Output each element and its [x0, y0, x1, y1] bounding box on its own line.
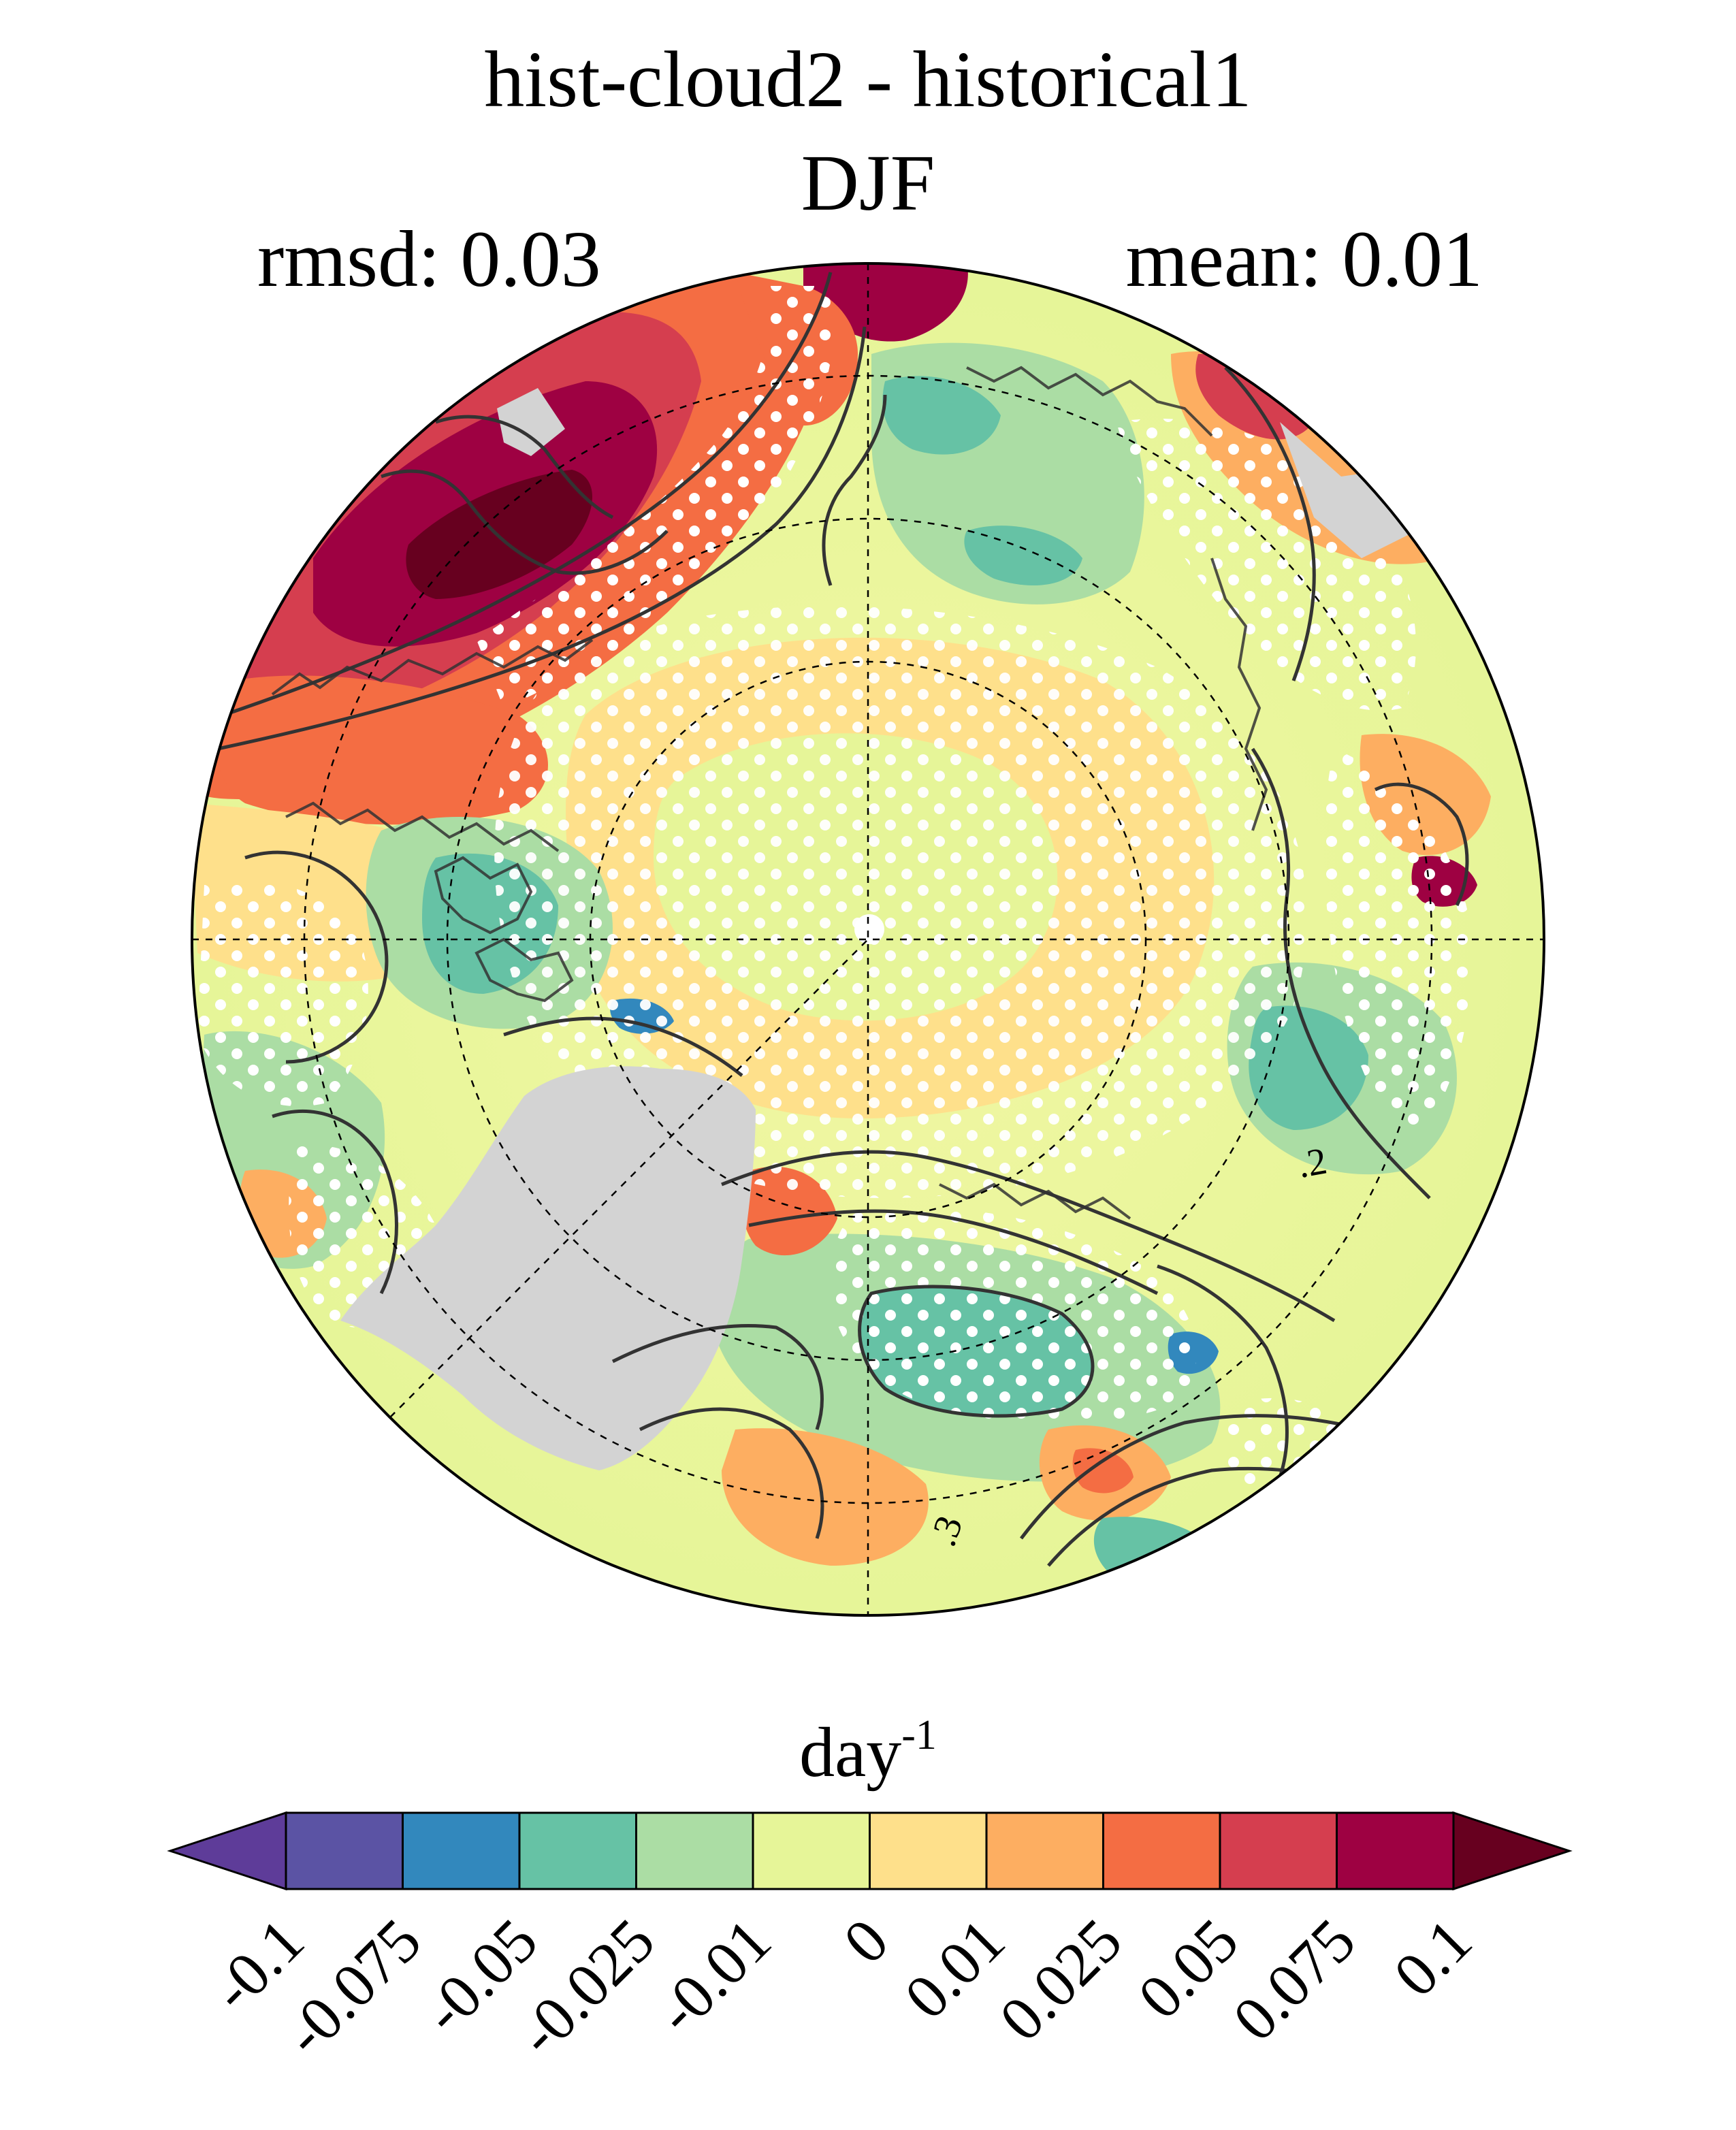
colorbar-box-6 [869, 1811, 988, 1890]
mask-nw [497, 388, 565, 456]
graticule-meridian-diagonal [389, 939, 869, 1418]
colorbar-box-8 [1102, 1811, 1221, 1890]
colorbar-tick-label: -0.075 [270, 1905, 434, 2069]
colorbar-box-2 [402, 1811, 521, 1890]
field-region-sse-teal [1093, 1517, 1225, 1592]
field-region-w-orange [214, 675, 548, 825]
field-region-e-teal [1249, 1005, 1368, 1130]
contour-line-6 [748, 1209, 1159, 1295]
coastline-siberia-east [1210, 558, 1268, 831]
mask-ne [1280, 422, 1416, 558]
greenland-mask [340, 1066, 756, 1470]
colorbar-extend-low [167, 1811, 287, 1891]
mean-label: mean: 0.01 [1125, 214, 1483, 304]
field-region-ne-red [1195, 354, 1314, 440]
colorbar-box-3 [518, 1811, 637, 1890]
coastline-canadian-arctic [434, 856, 533, 935]
graticule [192, 263, 1544, 1615]
colorbar-box-9 [1219, 1811, 1338, 1890]
colorbar-units: day-1 [0, 1714, 1736, 1788]
contour-line-16 [503, 1016, 743, 1077]
colorbar-units-base: day [799, 1713, 902, 1792]
coastlines [271, 366, 1268, 1220]
stipple-region-w [197, 880, 368, 1107]
contour-line-9 [639, 1407, 824, 1539]
coastline-siberia [966, 366, 1213, 437]
colorbar-extend-high [1452, 1811, 1573, 1891]
contour-line-4 [435, 415, 614, 519]
coastline-canadian-arctic-2 [475, 937, 574, 1003]
stipple-region-s [831, 1207, 1197, 1424]
stipple-region-nw [477, 286, 835, 708]
coastline-canada [285, 801, 560, 852]
field-region-s-orange [722, 1428, 929, 1566]
coastline-alaska [271, 639, 594, 696]
pole-hole [854, 914, 884, 944]
stipple-region-e [1324, 749, 1472, 1144]
field-region-n-teal-2 [964, 526, 1082, 585]
contour-line-19 [1157, 1264, 1289, 1478]
field-region-n-teal [882, 376, 1001, 455]
map-field: .2 .3 [192, 263, 1544, 1615]
rmsd-label: rmsd: 0.03 [257, 214, 601, 304]
stipple-region-central [494, 606, 1307, 1198]
coastline-scandinavia [939, 1182, 1131, 1220]
colorbar-tick-label: -0.025 [504, 1905, 668, 2069]
colorbar-tick-label: 0 [829, 1905, 901, 1977]
contour-line-17 [822, 394, 887, 586]
contour-line-8 [611, 1323, 824, 1430]
graticule-circle-middle [446, 517, 1290, 1361]
colorbar-tick-label: 0.1 [1380, 1905, 1485, 2010]
colorbar-box-1 [285, 1811, 404, 1890]
contour-line-3 [381, 469, 669, 575]
colorbar-tick-label: -0.01 [643, 1905, 785, 2047]
map-border [191, 262, 1545, 1617]
contour-line-2 [217, 326, 867, 751]
colorbar-tick-label: 0.025 [986, 1905, 1135, 2054]
contour-line-13 [1251, 747, 1431, 1199]
colorbar-tick-label: 0.075 [1219, 1905, 1368, 2054]
contour-line-10 [1020, 1414, 1389, 1540]
colorbar-box-4 [635, 1811, 754, 1890]
colorbar-units-exponent: -1 [901, 1712, 937, 1758]
figure-title: hist-cloud2 - historical1 [484, 35, 1252, 124]
contour-line-14 [244, 850, 389, 1064]
colorbar-boxes [167, 1811, 1573, 1891]
contour-line-5 [721, 1150, 1336, 1323]
contour-line-12 [1224, 366, 1316, 681]
season-label: DJF [801, 138, 935, 227]
contour-line-15 [272, 1110, 398, 1295]
contour-line-1 [204, 272, 833, 724]
colorbar-box-7 [985, 1811, 1104, 1890]
contour-line-18 [1374, 782, 1469, 907]
colorbar-box-10 [1336, 1811, 1455, 1890]
contour-lines [204, 272, 1469, 1567]
field-region-se-red [1072, 1448, 1134, 1494]
colorbar-box-5 [752, 1811, 871, 1890]
polar-map: .2 .3 [191, 262, 1545, 1617]
contour-line-7 [858, 1285, 1095, 1418]
